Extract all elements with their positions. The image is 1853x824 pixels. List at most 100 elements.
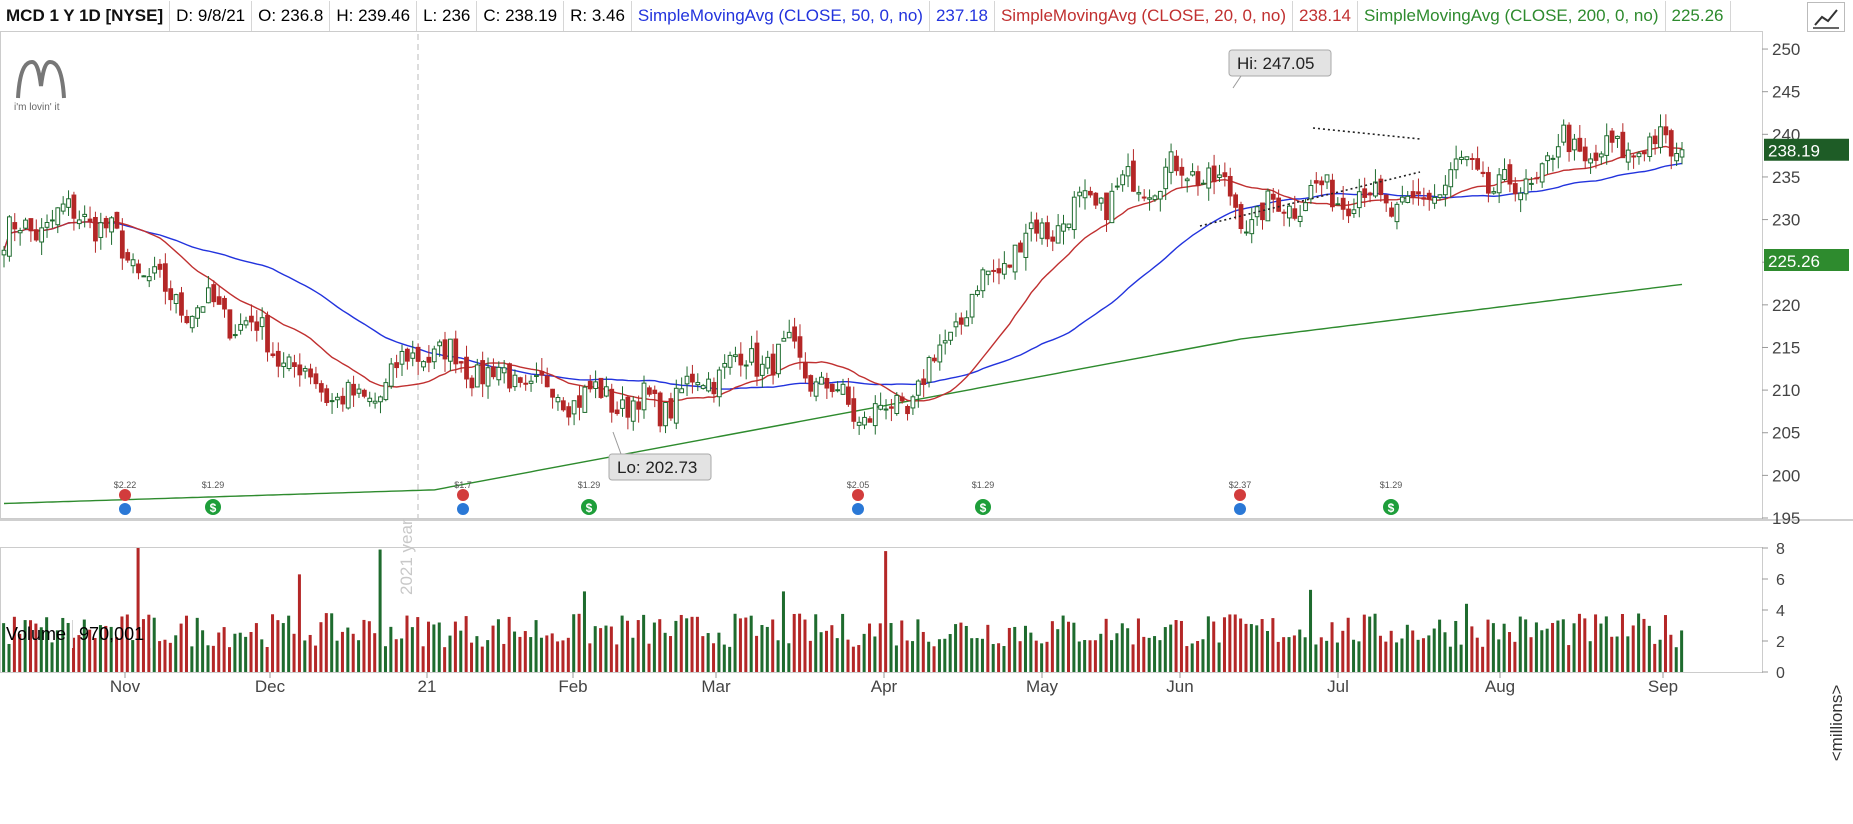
volume-bar [1045,641,1049,672]
volume-bar [1233,614,1237,672]
candle [76,219,82,225]
candle [146,276,152,282]
volume-bar [717,632,721,672]
volume-bar [1599,623,1603,672]
volume-bar [1002,646,1006,672]
earnings-icon [119,489,131,501]
candle [1566,124,1572,153]
candle [1582,146,1588,162]
candle [560,400,566,411]
candle [1292,208,1298,219]
volume-bar [749,615,753,672]
candle [996,268,1002,274]
volume-bar [1583,618,1587,672]
volume-bar [1427,635,1431,672]
volume-bar [927,641,931,672]
volume-bar [335,640,339,672]
candle [733,354,738,358]
volume-bar [400,638,404,672]
candle [1265,190,1271,222]
volume-bar [1147,637,1151,672]
candle [1609,130,1615,143]
high-callout-pointer [1232,75,1242,89]
candle [1324,174,1330,183]
candle [399,350,405,365]
candle [856,421,862,426]
candle [162,263,168,292]
candle [1077,191,1083,197]
candle [690,373,695,383]
sma200-label[interactable]: SimpleMovingAvg (CLOSE, 200, 0, no) [1358,0,1666,31]
volume-bar [889,623,893,672]
volume-bar [1244,623,1248,672]
candle [1243,231,1249,234]
candle [937,344,943,363]
volume-bar [131,640,135,672]
volume-bar [1572,623,1576,672]
earnings-icon [1234,489,1246,501]
volume-bar [615,644,619,672]
candle [474,364,480,388]
volume-bar [868,623,872,672]
candle [410,352,416,359]
candle [657,392,663,427]
volume-bar [760,625,764,672]
candle [1356,191,1362,209]
volume-bar [1588,641,1592,672]
volume-bar [830,625,834,672]
symbol-label[interactable]: MCD 1 Y 1D [NYSE] [0,0,171,31]
volume-bar [932,646,936,672]
candle [539,370,545,376]
candle [23,219,28,229]
sma20-label[interactable]: SimpleMovingAvg (CLOSE, 20, 0, no) [995,0,1293,31]
candle [243,320,249,326]
candle [361,389,367,397]
volume-bar [997,643,1001,672]
volume-bar [1491,623,1495,672]
candle [1550,157,1556,160]
candle [458,361,464,364]
volume-bar [104,625,108,672]
volume-bar [1174,620,1178,672]
volume-bar [835,638,839,672]
candle [464,356,469,380]
candle [1529,182,1534,185]
candle [883,408,889,411]
volume-bar [459,630,463,672]
volume-bar [367,621,371,672]
dividend-icon-glyph: $ [980,501,987,515]
volume-bar [410,627,414,672]
volume-bar [18,633,22,672]
volume-bar [23,620,27,672]
candle [125,252,131,261]
drawing-tools-icon[interactable] [1807,2,1845,32]
x-tick-label: 21 [418,677,437,696]
candle [1448,169,1454,188]
volume-bar [1179,620,1183,672]
volume-bar [373,633,377,672]
candle [985,270,991,276]
volume-bar [529,637,533,672]
x-tick-label: Apr [871,677,898,696]
candle [1001,263,1007,275]
volume-bar [1631,625,1635,672]
candle [39,227,45,243]
y-tick-label: 200 [1772,466,1800,485]
candle [356,388,362,394]
volume-bar [577,613,581,672]
dividend-icon [1383,499,1399,515]
candle [297,364,303,376]
volume-label[interactable]: Volume [0,620,74,648]
candle [1147,197,1152,200]
volume-bar [1545,628,1549,672]
volume-bar [706,633,710,672]
candle [1276,197,1282,212]
candle [523,382,529,385]
sma50-label[interactable]: SimpleMovingAvg (CLOSE, 50, 0, no) [632,0,930,31]
candle [1249,219,1255,235]
candle [1281,211,1287,214]
candle [66,198,71,208]
candle [1416,191,1421,195]
candle [238,323,244,331]
